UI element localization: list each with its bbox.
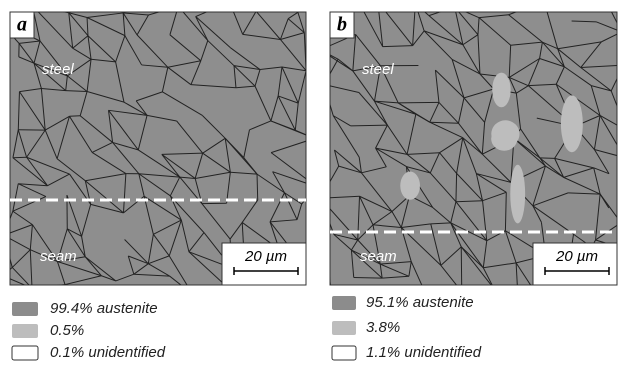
phase-patch bbox=[400, 172, 420, 200]
legend-label: 0.1% unidentified bbox=[50, 344, 166, 361]
grain-boundary bbox=[540, 158, 555, 159]
grain-boundary bbox=[69, 116, 80, 117]
grain-boundary bbox=[461, 247, 462, 292]
legend-swatch bbox=[12, 324, 38, 338]
region-label: seam bbox=[40, 248, 77, 265]
phase-patch bbox=[561, 95, 583, 152]
legend-swatch bbox=[332, 346, 356, 360]
grain-boundary bbox=[314, 138, 316, 186]
legend-swatch bbox=[12, 346, 38, 360]
legend-label: 1.1% unidentified bbox=[366, 344, 482, 361]
region-label: seam bbox=[360, 248, 397, 265]
grain-boundary bbox=[257, 174, 258, 200]
grain-boundary bbox=[378, 2, 416, 4]
legend-label: 3.8% bbox=[366, 319, 400, 336]
grain-boundary bbox=[462, 289, 494, 292]
legend-swatch bbox=[12, 302, 38, 316]
grain-boundary bbox=[251, 292, 289, 293]
legend-label: 95.1% austenite bbox=[366, 294, 474, 311]
grain-boundary bbox=[456, 173, 457, 201]
figure: a steel seam 20 µm 99.4% austenite 0.5% 0.1% u… bbox=[0, 0, 622, 372]
phase-patch bbox=[510, 165, 525, 224]
grain-boundary bbox=[193, 291, 232, 294]
phase-patch bbox=[492, 73, 510, 108]
phase-patch bbox=[491, 127, 517, 151]
panel-label: b bbox=[337, 14, 347, 36]
legend-swatch bbox=[332, 296, 356, 310]
panel-label: a bbox=[17, 14, 27, 36]
legend-label: 99.4% austenite bbox=[50, 300, 158, 317]
legend-label: 0.5% bbox=[50, 322, 84, 339]
scale-bar-label: 20 µm bbox=[244, 248, 287, 265]
region-label: steel bbox=[42, 61, 74, 78]
grain-boundary bbox=[354, 277, 382, 278]
region-label: steel bbox=[362, 61, 394, 78]
grain-boundary bbox=[231, 291, 251, 293]
scale-bar-label: 20 µm bbox=[555, 248, 598, 265]
grain-boundary bbox=[289, 287, 309, 292]
grain-boundary bbox=[333, 2, 359, 10]
grain-boundary bbox=[618, 223, 621, 247]
legend-swatch bbox=[332, 321, 356, 335]
grain-boundary bbox=[494, 289, 518, 293]
